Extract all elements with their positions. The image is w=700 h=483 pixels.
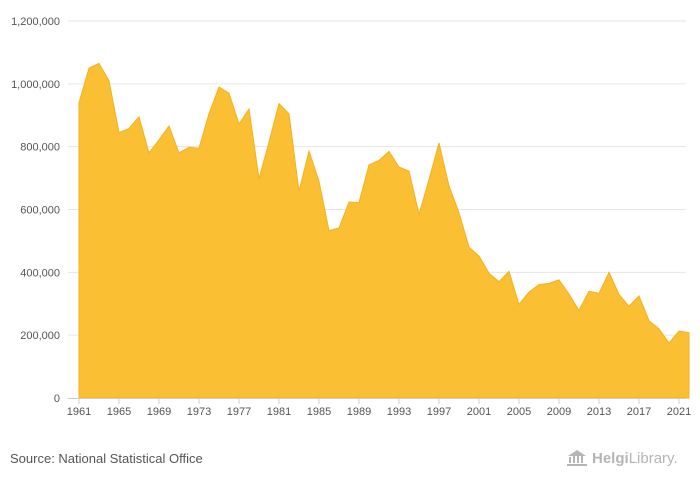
helgi-library-logo[interactable]: Helgi Library. <box>566 449 678 467</box>
axes <box>68 398 686 404</box>
x-tick-label: 2005 <box>507 406 531 418</box>
y-tick-label: 0 <box>54 393 60 405</box>
y-tick-label: 400,000 <box>20 267 60 279</box>
y-tick-label: 1,200,000 <box>11 16 60 28</box>
area-chart: 0 200,000 400,000 600,000 800,000 1,000,000 1,… <box>11 16 691 418</box>
x-tick-label: 2013 <box>587 406 611 418</box>
y-tick-label: 800,000 <box>20 142 60 154</box>
y-tick-label: 1,000,000 <box>11 79 60 91</box>
x-tick-label: 1985 <box>307 406 331 418</box>
logo-brand-text: Helgi <box>592 449 629 467</box>
x-tick-label: 2017 <box>627 406 651 418</box>
x-tick-label: 1997 <box>427 406 451 418</box>
logo-suffix-text: Library. <box>628 449 678 467</box>
x-tick-label: 1989 <box>347 406 371 418</box>
x-tick-label: 1965 <box>107 406 131 418</box>
x-tick-label: 1977 <box>227 406 251 418</box>
x-tick-label: 1961 <box>67 406 91 418</box>
x-tick-label: 1993 <box>387 406 411 418</box>
tick-labels: 0 200,000 400,000 600,000 800,000 1,000,000 1,… <box>11 16 691 418</box>
source-note: Source: National Statistical Office <box>10 451 203 466</box>
x-tick-label: 2021 <box>667 406 691 418</box>
area-series <box>78 62 690 399</box>
x-tick-label: 2001 <box>467 406 491 418</box>
library-building-icon <box>567 450 587 466</box>
x-tick-label: 1981 <box>267 406 291 418</box>
x-tick-label: 1969 <box>147 406 171 418</box>
x-tick-label: 2009 <box>547 406 571 418</box>
y-tick-label: 200,000 <box>20 330 60 342</box>
data-area <box>78 62 690 399</box>
y-tick-label: 600,000 <box>20 205 60 217</box>
x-tick-label: 1973 <box>187 406 211 418</box>
